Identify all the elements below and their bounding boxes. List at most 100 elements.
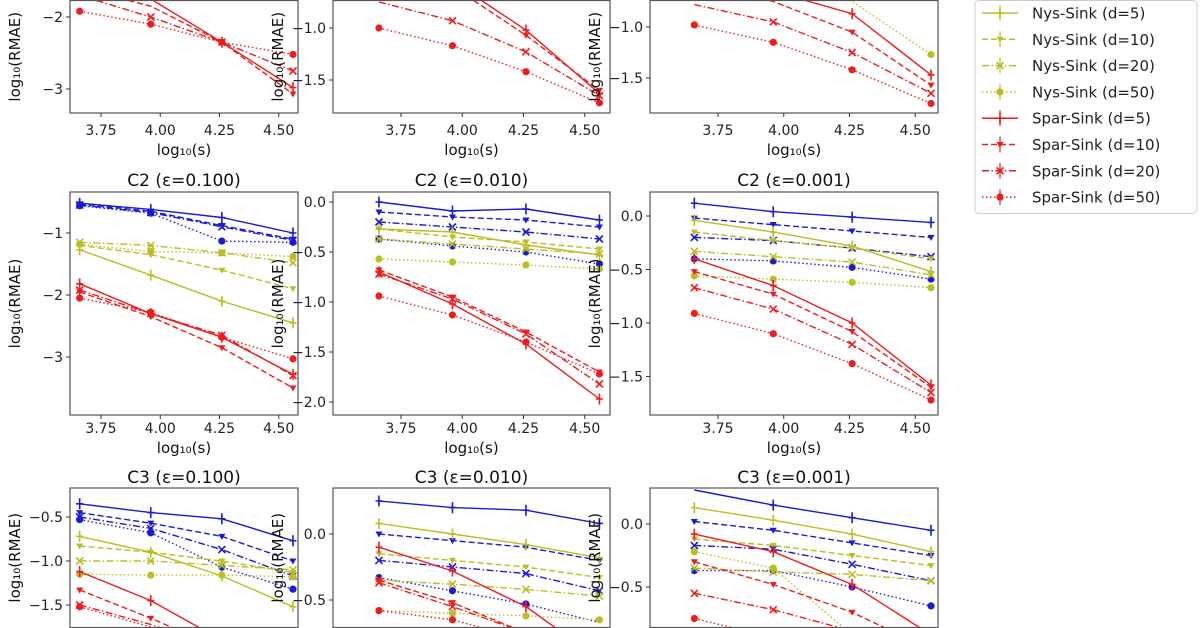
data-point-marker	[375, 255, 383, 263]
data-point-marker	[448, 42, 457, 50]
series-line	[473, 0, 600, 91]
data-point-marker	[690, 197, 698, 209]
data-point-marker	[147, 248, 155, 256]
legend-label: Spar-Sink (d=10)	[1032, 136, 1160, 154]
y-tick-label: −1.5	[292, 345, 326, 361]
x-axis-label: log₁₀(s)	[767, 141, 821, 159]
series-line	[378, 576, 600, 624]
data-point-marker	[522, 217, 530, 224]
subplot: C3 (ε=0.010) 0.0 −0.5 log₁₀(RMAE)	[269, 468, 611, 628]
subplot: −1.0 −1.5 3.75 4.00 4.25 4.50 log₁₀(s) log₁₀(RM…	[269, 0, 611, 159]
data-point-marker	[448, 609, 457, 617]
subplot: −2 −3 3.75 4.00 4.25 4.50 log₁₀(s) log₁₀(RMAE)	[6, 0, 299, 159]
data-point-marker	[147, 529, 155, 537]
series-line	[694, 312, 932, 401]
series-line	[378, 553, 600, 579]
data-point-marker	[522, 329, 530, 336]
data-point-marker	[375, 267, 383, 274]
data-point-marker	[690, 21, 698, 29]
data-point-marker	[147, 308, 155, 316]
series-line	[79, 297, 294, 360]
subplot-title: C3 (ε=0.001)	[737, 468, 850, 488]
axes-frame	[69, 191, 299, 416]
data-point-marker	[595, 379, 604, 389]
series-line	[694, 231, 932, 260]
data-point-marker	[375, 606, 383, 615]
data-point-marker	[448, 600, 456, 607]
subplot-title: C2 (ε=0.010)	[415, 171, 528, 191]
data-point-marker	[595, 552, 603, 564]
y-axis-label: log₁₀(RMAE)	[586, 513, 604, 603]
series-line	[378, 269, 600, 373]
series-line	[694, 489, 932, 531]
series-line	[378, 228, 600, 256]
y-tick-label: −1.5	[609, 370, 643, 386]
y-tick-label: −1.0	[292, 295, 326, 311]
data-point-marker	[522, 338, 530, 346]
data-point-marker	[927, 50, 935, 59]
plot-area	[76, 0, 298, 98]
series-line	[79, 604, 161, 628]
data-point-marker	[690, 269, 698, 276]
subplot-title: C2 (ε=0.100)	[127, 171, 240, 191]
data-point-marker	[595, 249, 604, 259]
data-point-marker	[595, 370, 604, 378]
series-line	[79, 205, 294, 243]
data-point-marker	[448, 616, 457, 624]
data-point-marker	[690, 536, 698, 543]
data-point-marker	[595, 616, 604, 624]
data-point-marker	[147, 20, 155, 28]
series-line	[79, 511, 294, 562]
data-point-marker	[848, 512, 856, 524]
data-point-marker	[76, 294, 84, 302]
data-point-marker	[595, 260, 604, 268]
data-point-marker	[76, 543, 84, 550]
data-point-marker	[927, 284, 935, 292]
data-point-marker	[690, 564, 699, 573]
data-point-marker	[218, 212, 226, 223]
data-point-marker	[147, 520, 155, 527]
subplot: C2 (ε=0.010) 0.0 −0.5 −1.0 −1.5 −2.0 3.75 4.00 4…	[269, 171, 611, 457]
data-point-marker	[848, 66, 856, 74]
data-point-marker	[690, 214, 698, 226]
data-point-marker	[927, 216, 935, 228]
legend-label: Spar-Sink (d=20)	[1032, 162, 1160, 180]
data-point-marker	[927, 69, 935, 81]
data-point-marker	[448, 502, 456, 514]
data-point-marker	[690, 518, 698, 525]
x-tick-label: 3.75	[385, 421, 416, 437]
data-point-marker	[218, 345, 226, 352]
series-line	[694, 592, 840, 628]
y-tick-label: −1	[42, 226, 63, 242]
data-point-marker	[288, 258, 298, 267]
y-tick-label: −2	[42, 10, 63, 26]
data-point-marker	[848, 578, 856, 590]
data-point-marker	[75, 556, 84, 566]
data-point-marker	[690, 283, 699, 292]
data-point-marker	[289, 558, 297, 565]
series-line	[79, 516, 294, 577]
data-point-marker	[289, 82, 297, 94]
legend-marker	[995, 166, 1005, 175]
data-point-marker	[218, 249, 226, 257]
data-point-marker	[690, 589, 699, 598]
data-point-marker	[448, 16, 457, 25]
y-tick-label: −2.0	[292, 395, 326, 411]
data-point-marker	[146, 12, 155, 22]
data-point-marker	[926, 576, 936, 585]
series-line	[378, 546, 556, 628]
data-point-marker	[375, 517, 383, 529]
legend-marker	[996, 88, 1004, 96]
y-axis-label: log₁₀(RMAE)	[586, 12, 604, 102]
data-point-marker	[218, 237, 226, 245]
series-line	[128, 0, 294, 95]
legend-item: Nys-Sink (d=10)	[982, 31, 1155, 49]
data-point-marker	[448, 214, 456, 221]
series-line	[378, 221, 600, 240]
data-point-marker	[595, 224, 603, 231]
data-point-marker	[848, 228, 856, 235]
data-point-marker	[927, 256, 935, 263]
data-point-marker	[690, 502, 698, 514]
series-line	[79, 204, 294, 242]
y-tick-label: −1.0	[292, 21, 326, 37]
